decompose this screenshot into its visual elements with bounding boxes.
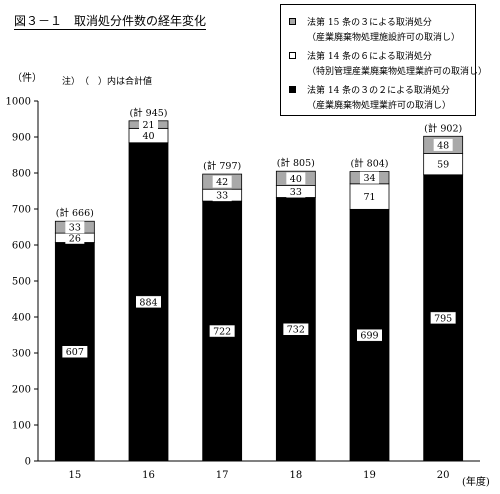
total-label: (計 902) xyxy=(424,122,462,134)
x-tick-label: 18 xyxy=(289,470,302,481)
data-label: 884 xyxy=(139,297,157,308)
data-label: 33 xyxy=(216,191,228,202)
total-label: (計 945) xyxy=(129,107,167,119)
y-tick-label: 600 xyxy=(12,241,31,252)
y-tick-label: 700 xyxy=(12,205,31,216)
data-label: 33 xyxy=(290,187,302,198)
data-label: 607 xyxy=(66,347,84,358)
total-label: (計 666) xyxy=(56,207,94,219)
data-label: 59 xyxy=(437,160,449,171)
legend-swatch xyxy=(289,52,296,59)
chart-note: 注） （ ）内は合計値 xyxy=(62,77,153,87)
x-unit-label: (年度) xyxy=(462,477,490,488)
data-label: 34 xyxy=(363,173,375,184)
data-label-box xyxy=(65,221,85,234)
y-tick-label: 500 xyxy=(12,277,31,288)
total-label: (計 804) xyxy=(350,158,388,170)
legend-swatch xyxy=(289,18,296,25)
y-tick-label: 300 xyxy=(12,349,31,360)
data-label: 699 xyxy=(360,331,378,342)
y-tick-label: 900 xyxy=(12,133,31,144)
total-label: (計 805) xyxy=(277,157,315,169)
legend-sublabel: （産業廃棄物処理業許可の取消し） xyxy=(307,101,452,111)
y-tick-label: 100 xyxy=(12,421,31,432)
data-label-box xyxy=(135,295,162,309)
legend-label: 法第 15 条の３による取消処分 xyxy=(307,18,432,28)
data-label-box xyxy=(433,158,453,171)
legend-sublabel: （産業廃棄物処理施設許可の取消し） xyxy=(307,33,461,43)
data-label-box xyxy=(61,345,88,358)
y-tick-label: 800 xyxy=(12,169,31,180)
data-label-box xyxy=(286,172,306,185)
data-label-box xyxy=(430,311,457,325)
data-label: 722 xyxy=(213,327,231,338)
legend-swatch xyxy=(289,86,296,93)
data-label-box xyxy=(286,185,306,198)
x-tick-label: 16 xyxy=(142,470,155,481)
y-tick-label: 200 xyxy=(12,385,31,396)
total-label: (計 797) xyxy=(203,160,241,172)
data-label: 33 xyxy=(69,223,81,234)
data-label: 42 xyxy=(216,177,228,188)
data-label-box xyxy=(212,189,232,202)
legend: 法第 15 条の３による取消処分 （産業廃棄物処理施設許可の取消し） 法第 14… xyxy=(280,4,487,116)
x-tick-label: 20 xyxy=(437,470,450,481)
legend-label: 法第 14 条の３の２による取消処分 xyxy=(307,86,450,96)
legend-label: 法第 14 条の６による取消処分 xyxy=(307,52,432,62)
x-tick-label: 17 xyxy=(216,470,229,481)
data-label: 732 xyxy=(287,325,305,336)
data-label-box xyxy=(209,324,236,338)
y-unit-label: （件） xyxy=(12,73,42,84)
legend-sublabel: （特別管理産業廃棄物処理業許可の取消し） xyxy=(307,67,488,77)
chart-title: 図３－１ 取消処分件数の経年変化 xyxy=(14,14,207,30)
data-label-box xyxy=(433,138,453,151)
data-label: 71 xyxy=(363,192,375,203)
y-tick-label: 400 xyxy=(12,313,31,324)
y-tick-label: 0 xyxy=(25,457,31,468)
data-label: 48 xyxy=(437,140,449,151)
data-label: 40 xyxy=(142,131,154,142)
data-label-box xyxy=(360,190,379,203)
data-label-box xyxy=(139,118,158,131)
data-label-box xyxy=(356,328,383,342)
x-tick-label: 19 xyxy=(363,470,376,481)
data-label: 26 xyxy=(69,233,81,244)
data-label-box xyxy=(360,171,379,184)
y-tick-label: 1000 xyxy=(6,97,31,108)
data-label-box xyxy=(282,322,309,336)
data-label: 795 xyxy=(434,313,452,324)
data-label-box xyxy=(65,231,85,244)
data-label: 40 xyxy=(290,174,302,185)
data-label-box xyxy=(139,129,158,142)
data-label: 21 xyxy=(142,120,154,131)
data-label-box xyxy=(212,175,232,188)
x-tick-label: 15 xyxy=(68,470,81,481)
